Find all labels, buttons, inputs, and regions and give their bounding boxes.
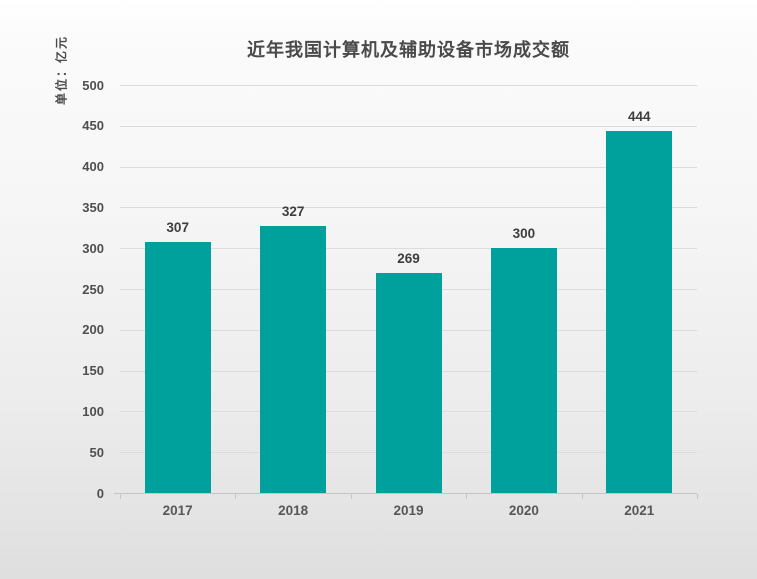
y-axis-tick-label: 0 [96, 485, 104, 501]
x-axis-category-label: 2017 [162, 503, 193, 518]
y-axis-tick-label: 100 [82, 403, 104, 419]
y-axis-tick-label: 500 [82, 77, 104, 93]
x-axis-tick [466, 494, 468, 499]
chart-title: 近年我国计算机及辅助设备市场成交额 [247, 40, 570, 60]
gridline-y400 [120, 166, 697, 168]
x-axis-tick [581, 494, 583, 499]
x-axis-category-label: 2021 [624, 503, 655, 518]
gridline-y350 [120, 207, 697, 209]
y-axis-tick-label: 150 [82, 363, 104, 379]
bar-value-label: 307 [166, 220, 189, 236]
bar-value-label: 444 [628, 108, 651, 124]
gridline-y450 [120, 125, 697, 127]
gridline-y300 [120, 248, 697, 250]
bar-value-label: 327 [281, 204, 305, 220]
y-axis-tick-label: 350 [82, 199, 104, 215]
x-axis-tick [235, 494, 237, 499]
bar-value-label: 269 [397, 251, 420, 267]
x-axis-line [114, 493, 697, 494]
bar-2021 [606, 130, 673, 493]
x-axis-category-label: 2018 [278, 503, 309, 518]
bar-2019 [375, 273, 442, 493]
x-axis-category-label: 2020 [508, 503, 539, 518]
gridline-y500 [120, 85, 697, 86]
bar-value-label: 300 [512, 226, 536, 242]
bar-2020 [490, 248, 557, 493]
y-axis-tick-label: 400 [82, 159, 104, 175]
x-axis-tick [120, 494, 121, 499]
x-axis-category-label: 2019 [393, 503, 424, 518]
y-axis-tick-label: 250 [82, 281, 104, 297]
y-axis-tick-label: 450 [82, 118, 104, 134]
y-axis-tick-label: 200 [82, 322, 104, 338]
y-axis-tick-label: 300 [82, 240, 104, 256]
bar-2018 [260, 226, 327, 493]
y-axis-tick-label: 50 [89, 444, 104, 460]
bar-2017 [144, 242, 211, 493]
x-axis-tick [697, 494, 698, 499]
x-axis-tick [350, 494, 352, 499]
